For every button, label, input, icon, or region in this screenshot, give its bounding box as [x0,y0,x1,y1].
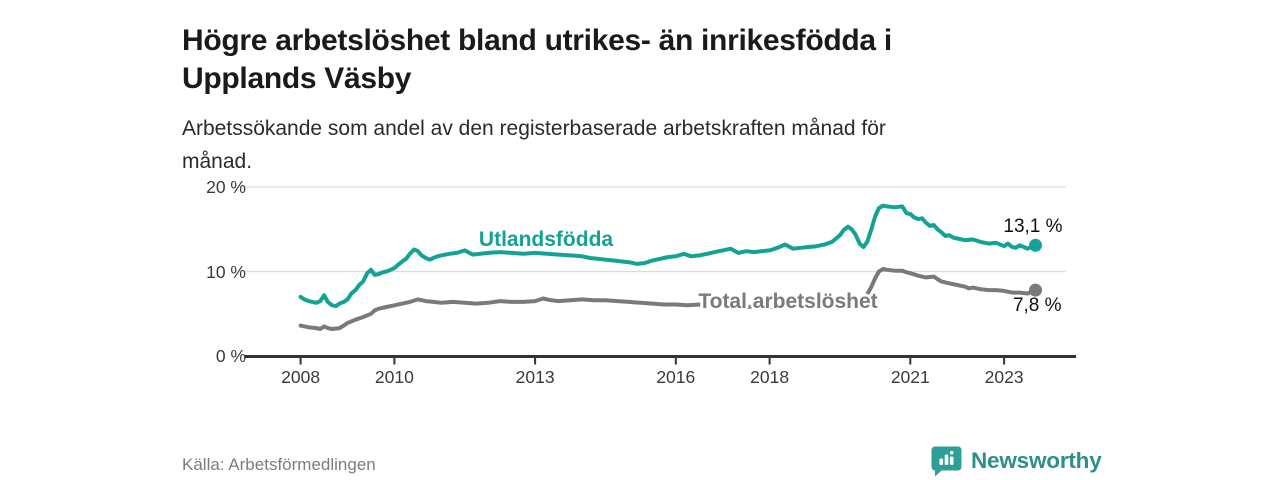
page-title: Högre arbetslöshet bland utrikes- än inr… [182,22,1102,98]
y-axis-tick-label: 0 % [215,346,246,366]
newsworthy-bubble-chart-icon [930,444,963,477]
end-value-label: 7,8 % [1012,295,1062,317]
x-axis-tick-label: 2023 [984,367,1024,387]
end-value-label: 13,1 % [1003,216,1063,238]
x-axis-tick-label: 2016 [656,367,696,387]
subtitle-line-2: månad. [182,150,253,173]
x-axis-tick-label: 2013 [515,367,555,387]
chart-subtitle: Arbetssökande som andel av den registerb… [182,112,1082,178]
subtitle-line-1: Arbetssökande som andel av den registerb… [182,117,886,140]
newsworthy-wordmark: Newsworthy [971,447,1102,473]
y-axis-tick-label: 10 % [206,261,246,282]
title-line-2: Upplands Väsby [182,62,412,96]
source-attribution: Källa: Arbetsförmedlingen [182,455,376,474]
x-axis-tick-label: 2018 [750,367,790,387]
series-label-total-arbetsloshet: Total arbetslöshet [698,290,878,313]
x-axis-tick-label: 2021 [890,367,930,387]
newsworthy-logo[interactable]: Newsworthy [930,444,1102,477]
y-axis-tick-label: 20 % [206,177,246,197]
x-axis-tick-label: 2010 [374,367,414,387]
series-label-utlandsfodda: Utlandsfödda [478,228,614,251]
title-line-1: Högre arbetslöshet bland utrikes- än inr… [182,24,892,58]
x-axis-tick-label: 2008 [281,367,321,387]
